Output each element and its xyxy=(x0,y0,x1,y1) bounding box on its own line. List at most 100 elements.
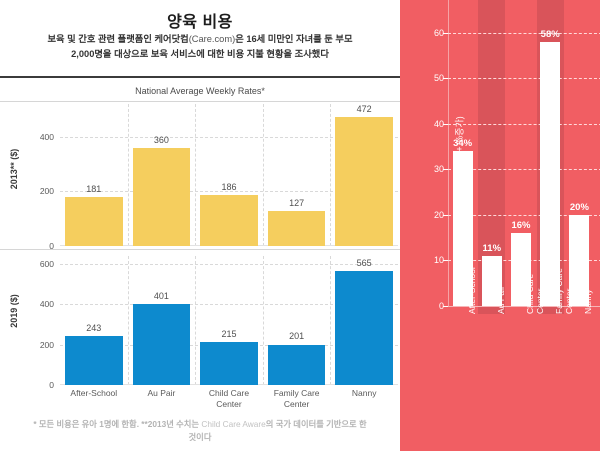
bar-value-label: 401 xyxy=(153,291,169,302)
bar xyxy=(132,304,191,385)
y-axis-tick-label: 40 xyxy=(433,118,444,129)
bar xyxy=(132,147,191,246)
bar-value-label: 58% xyxy=(540,28,560,40)
category-separator xyxy=(262,256,264,385)
bar xyxy=(200,341,258,385)
bar-value-label: 243 xyxy=(86,323,102,334)
bar xyxy=(65,336,123,385)
x-axis-category-label: After-School xyxy=(70,388,118,398)
category-separator xyxy=(330,104,332,246)
bar-value-label: 127 xyxy=(289,198,305,209)
subtitle-brand-latin: (Care.com) xyxy=(188,34,236,44)
y-axis-tick-label: 10 xyxy=(433,255,444,266)
bar-value-label: 201 xyxy=(289,331,305,342)
bar xyxy=(481,255,502,306)
gridline xyxy=(448,123,600,125)
chart-2013: 2013** ($) 0 200 400 181 360 186 127 472 xyxy=(0,101,400,251)
y-axis-tick-label: 400 xyxy=(39,131,54,142)
bar xyxy=(267,211,326,246)
y-axis-tick-mark xyxy=(443,169,448,171)
footnote-part-2: 의 국가 데이터를 기반으로 한 것이다 xyxy=(188,419,367,442)
y-axis-line xyxy=(448,0,449,306)
bar xyxy=(540,41,561,306)
y-axis-tick-label: 200 xyxy=(39,339,54,350)
bar-value-label: 565 xyxy=(356,258,372,269)
bar-value-label: 181 xyxy=(86,183,102,194)
bar xyxy=(335,117,393,246)
subtitle-part-1: 보육 및 간호 관련 플랫폼인 케어닷컴 xyxy=(47,34,189,44)
y-axis-tick-mark xyxy=(443,260,448,262)
gridline xyxy=(60,264,398,266)
gridline xyxy=(448,169,600,171)
page-title: 양육 비용 xyxy=(167,14,233,31)
gridline xyxy=(448,78,600,80)
y-axis-tick-label: 20 xyxy=(433,209,444,220)
y-axis-tick-label: 200 xyxy=(39,186,54,197)
gridline xyxy=(60,191,398,193)
y-axis-tick-label: 60 xyxy=(433,27,444,38)
y-axis-tick-label: 0 xyxy=(49,241,54,251)
footnote-source: Child Care Aware xyxy=(201,419,266,429)
header-divider xyxy=(0,76,400,78)
chart-caption: National Average Weekly Rates* xyxy=(135,86,265,96)
bar-value-label: 215 xyxy=(221,328,237,339)
page-subtitle: 보육 및 간호 관련 플랫폼인 케어닷컴(Care.com)은 16세 미만인 … xyxy=(12,32,388,62)
x-axis-category-label: Nanny xyxy=(583,289,594,314)
bar xyxy=(569,214,590,306)
category-separator xyxy=(127,256,129,385)
gridline xyxy=(60,304,398,306)
bar xyxy=(452,151,473,306)
bar-value-label: 20% xyxy=(569,201,589,213)
y-axis-tick-label: 50 xyxy=(433,73,444,84)
chart-2019-yaxis-title: 2019 ($) xyxy=(9,294,19,328)
footnote: * 모든 비용은 유아 1명에 한함. **2013년 수치는 Child Ca… xyxy=(30,418,370,444)
chart-growth-plot-area: 0 10 20 30 40 50 60 34% After-School 11% Au Pair 16… xyxy=(434,0,600,314)
right-panel: 6년 전 비용 대비(+ %증가) 010203040506034%After-… xyxy=(400,0,600,451)
y-axis-tick-mark xyxy=(443,123,448,125)
x-axis-category-label: Au Pair xyxy=(147,388,176,398)
bar xyxy=(267,344,326,385)
x-axis-category-label: After-School xyxy=(466,267,477,314)
y-axis-tick-mark xyxy=(443,32,448,34)
y-axis-tick-label: 30 xyxy=(433,164,444,175)
chart-2019-plot-area: 0 200 400 600 243 401 215 201 565 xyxy=(40,256,398,390)
bar-value-label: 34% xyxy=(453,138,473,150)
chart-2013-plot-area: 0 200 400 181 360 186 127 472 xyxy=(40,104,398,251)
left-panel: 양육 비용 보육 및 간호 관련 플랫폼인 케어닷컴(Care.com)은 16… xyxy=(0,14,400,444)
chart-growth: 6년 전 비용 대비(+ %증가) 010203040506034%After-… xyxy=(428,0,600,444)
category-separator xyxy=(262,104,264,246)
y-axis-tick-mark xyxy=(443,214,448,216)
footnote-part-1: * 모든 비용은 유아 1명에 한함. **2013년 수치는 xyxy=(33,419,202,429)
y-axis-tick-mark xyxy=(443,306,448,307)
gridline xyxy=(448,32,600,34)
x-axis-category-label: Au Pair xyxy=(495,286,506,314)
bar xyxy=(510,233,532,306)
subtitle-line-2: 2,000명을 대상으로 보육 서비스에 대한 비용 지불 현황을 조사했다 xyxy=(71,49,329,59)
bar xyxy=(335,271,393,385)
category-separator xyxy=(195,256,197,385)
y-axis-tick-label: 400 xyxy=(39,299,54,310)
bar xyxy=(200,195,258,246)
bar-value-label: 11% xyxy=(482,242,502,254)
y-axis-tick-mark xyxy=(443,78,448,80)
chart-2019: 2019 ($) 0 200 400 600 243 401 215 201 565 xyxy=(0,249,400,390)
bar xyxy=(65,196,123,246)
y-axis-tick-label: 0 xyxy=(438,301,444,311)
bar-value-label: 360 xyxy=(153,134,169,145)
x-axis-category-label: Nanny xyxy=(351,388,377,398)
subtitle-part-2: 은 16세 미만인 자녀를 둔 부모 xyxy=(235,34,353,44)
category-separator xyxy=(330,256,332,385)
category-axis-labels: After-School Au Pair Child Care Center Famil… xyxy=(60,388,398,418)
y-axis-tick-label: 600 xyxy=(39,259,54,270)
category-separator xyxy=(195,104,197,246)
gridline xyxy=(448,214,600,216)
bar-value-label: 16% xyxy=(511,220,531,232)
y-axis-tick-label: 0 xyxy=(49,380,54,390)
category-separator xyxy=(127,104,129,246)
bar-value-label: 472 xyxy=(356,104,372,115)
gridline xyxy=(60,136,398,138)
axis-baseline xyxy=(443,306,600,307)
